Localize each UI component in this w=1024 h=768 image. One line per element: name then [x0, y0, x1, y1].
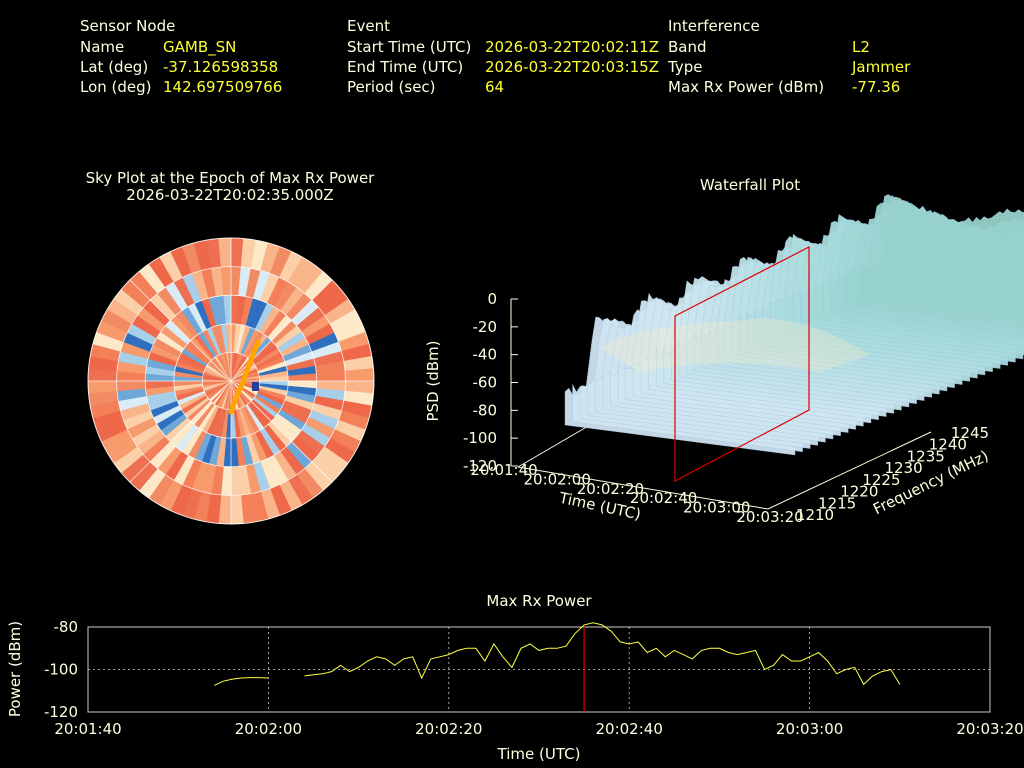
interference-band-value: L2	[852, 38, 870, 56]
waterfall-z-tick-label: -120	[463, 457, 497, 475]
waterfall-freq-tick-label: 1245	[951, 424, 989, 442]
waterfall-z-tick-label: -60	[473, 374, 498, 392]
max-rx-power-grid	[88, 626, 990, 712]
waterfall-back-axis	[517, 424, 591, 468]
waterfall-freq-tick-label: 1210	[796, 506, 834, 524]
event-start-value: 2026-03-22T20:02:11Z	[485, 38, 659, 56]
sensor-name-label: Name	[80, 38, 125, 56]
max-rx-power-x-tick-label: 20:02:00	[235, 720, 302, 738]
waterfall-title: Waterfall Plot	[699, 176, 801, 194]
event-period-label: Period (sec)	[347, 78, 436, 96]
event-title: Event	[347, 17, 390, 35]
event-start-label: Start Time (UTC)	[347, 38, 472, 56]
waterfall-time-tick-label: 20:03:20	[736, 508, 803, 526]
waterfall-z-tick-label: -40	[473, 346, 498, 364]
waterfall-freq-tick-label: 1230	[884, 459, 922, 477]
interference-type-value: Jammer	[852, 58, 911, 76]
waterfall-plot: 0-20-40-60-80-100-120 20:01:4020:02:0020…	[424, 194, 1024, 526]
event-end-label: End Time (UTC)	[347, 58, 464, 76]
waterfall-time-tick-label: 20:02:20	[577, 480, 644, 498]
max-rx-power-chart: Max Rx Power -80 -100 -120 20:01:40 20:02:0…	[6, 592, 1024, 763]
interference-power-label: Max Rx Power (dBm)	[668, 78, 825, 96]
waterfall-epoch-marker	[674, 246, 810, 482]
sensor-name-value: GAMB_SN	[163, 38, 237, 56]
sky-plot	[87, 237, 375, 525]
max-rx-power-x-tick-label: 20:01:40	[54, 720, 121, 738]
waterfall-highlight	[600, 318, 870, 372]
sky-center-cell	[252, 382, 259, 391]
max-rx-power-line	[214, 677, 269, 686]
sky-grid-spoke	[129, 279, 232, 382]
waterfall-z-tick-label: -80	[473, 401, 498, 419]
max-rx-power-ylabel: Power (dBm)	[6, 621, 24, 717]
sensor-lat-label: Lat (deg)	[80, 58, 149, 76]
waterfall-z-ticks: 0 -20 -40 -60 -80 -100 -120	[463, 290, 518, 475]
waterfall-time-ticks: 20:01:4020:02:0020:02:2020:02:4020:03:00…	[470, 461, 803, 526]
max-rx-power-line	[304, 622, 901, 686]
waterfall-time-tick-label: 20:01:40	[470, 461, 537, 479]
waterfall-time-tick-label: 20:02:00	[524, 470, 591, 488]
max-rx-power-x-tick-label: 20:03:00	[776, 720, 843, 738]
waterfall-freq-tick-label: 1215	[818, 494, 856, 512]
waterfall-freq-tick-label: 1220	[840, 483, 878, 501]
sky-grid-spoke	[230, 380, 333, 483]
max-rx-power-y-tick-label: -120	[44, 703, 78, 721]
interference-title: Interference	[668, 17, 760, 35]
waterfall-freq-tick-label: 1225	[862, 471, 900, 489]
waterfall-surface	[564, 194, 1024, 456]
waterfall-freq-tick-label: 1235	[907, 447, 945, 465]
sensor-lon-label: Lon (deg)	[80, 78, 152, 96]
waterfall-freq-tick-label: 1240	[929, 436, 967, 454]
sky-grid-spoke	[129, 380, 232, 483]
sensor-lon-value: 142.697509766	[163, 78, 283, 96]
max-rx-power-series	[214, 622, 901, 686]
waterfall-time-tick-label: 20:03:00	[683, 499, 750, 517]
sky-plot-subtitle: 2026-03-22T20:02:35.000Z	[126, 186, 334, 204]
sensor-title: Sensor Node	[80, 17, 176, 35]
waterfall-z-tick-label: -100	[463, 429, 497, 447]
interference-band-label: Band	[668, 38, 707, 56]
max-rx-power-y-tick-label: -100	[44, 661, 78, 679]
max-rx-power-y-tick-label: -80	[54, 618, 79, 636]
waterfall-strip	[861, 194, 1024, 322]
event-period-value: 64	[485, 78, 505, 96]
waterfall-z-tick-label: 0	[487, 290, 497, 308]
sensor-lat-value: -37.126598358	[163, 58, 279, 76]
waterfall-base-axes	[517, 431, 932, 510]
max-rx-power-x-ticks: 20:01:40 20:02:00 20:02:20 20:02:40 20:03:00…	[54, 720, 1023, 738]
waterfall-z-tick-label: -20	[473, 318, 498, 336]
interference-type-label: Type	[668, 58, 703, 76]
interference-power-value: -77.36	[852, 78, 901, 96]
max-rx-power-xlabel: Time (UTC)	[497, 745, 581, 763]
waterfall-time-tick-label: 20:02:40	[630, 489, 697, 507]
max-rx-power-x-tick-label: 20:02:40	[596, 720, 663, 738]
sky-satellite-track	[228, 339, 261, 415]
event-end-value: 2026-03-22T20:03:15Z	[485, 58, 659, 76]
max-rx-power-y-ticks: -80 -100 -120	[44, 618, 78, 721]
max-rx-power-x-tick-label: 20:03:20	[956, 720, 1023, 738]
max-rx-power-x-tick-label: 20:02:20	[415, 720, 482, 738]
max-rx-power-title: Max Rx Power	[486, 592, 592, 610]
sky-plot-title: Sky Plot at the Epoch of Max Rx Power	[85, 169, 375, 187]
waterfall-psd-label: PSD (dBm)	[424, 340, 442, 421]
